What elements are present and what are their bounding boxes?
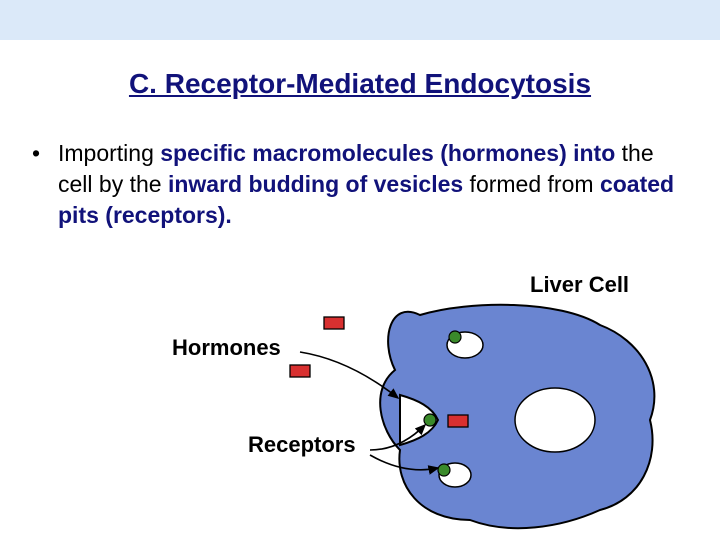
hormone-2	[448, 415, 468, 427]
bullet-text: Importing specific macromolecules (hormo…	[58, 138, 688, 231]
liver-cell-body	[380, 305, 654, 528]
receptor-2	[438, 464, 450, 476]
bullet-block: • Importing specific macromolecules (hor…	[32, 138, 688, 231]
label-hormones: Hormones	[172, 335, 281, 361]
nucleus	[515, 388, 595, 452]
vesicle-0	[447, 332, 483, 358]
hormone-1	[290, 365, 310, 377]
bullet-marker: •	[32, 138, 58, 231]
arrow-0	[300, 352, 398, 398]
receptor-0	[449, 331, 461, 343]
coated-pit	[400, 395, 438, 445]
arrow-1	[370, 425, 425, 450]
receptor-1	[424, 414, 436, 426]
page-title: C. Receptor-Mediated Endocytosis	[0, 68, 720, 100]
label-liver-cell: Liver Cell	[530, 272, 629, 298]
top-strip	[0, 0, 720, 40]
vesicle-1	[439, 463, 471, 487]
hormone-0	[324, 317, 344, 329]
arrow-2	[370, 455, 438, 470]
label-receptors: Receptors	[248, 432, 356, 458]
